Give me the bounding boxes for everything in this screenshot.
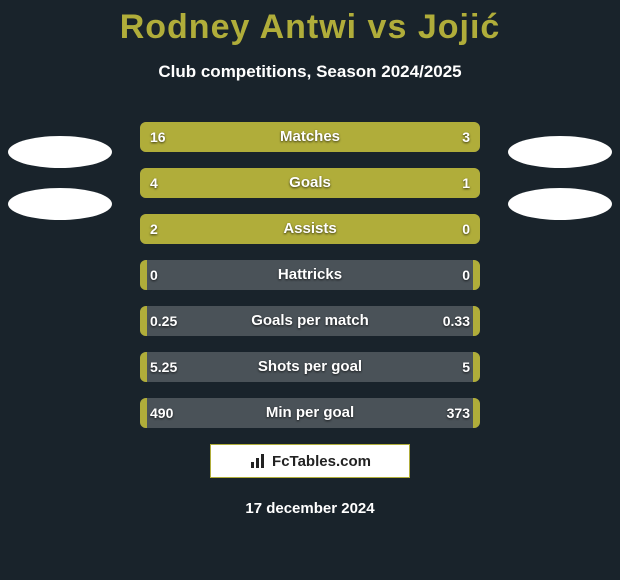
stat-label: Hattricks <box>140 260 480 290</box>
player-avatar <box>8 188 112 220</box>
avatars-left <box>0 120 120 240</box>
avatars-right <box>500 120 620 240</box>
stat-row: 490373Min per goal <box>140 398 480 428</box>
player-avatar <box>508 188 612 220</box>
chart-icon <box>249 452 267 470</box>
stat-row: 163Matches <box>140 122 480 152</box>
stat-row: 5.255Shots per goal <box>140 352 480 382</box>
stat-row: 00Hattricks <box>140 260 480 290</box>
stat-label: Goals <box>140 168 480 198</box>
stat-row: 0.250.33Goals per match <box>140 306 480 336</box>
stat-label: Min per goal <box>140 398 480 428</box>
player-avatar <box>508 136 612 168</box>
player-avatar <box>8 136 112 168</box>
stat-label: Shots per goal <box>140 352 480 382</box>
comparison-infographic: Rodney Antwi vs Jojić Club competitions,… <box>0 0 620 580</box>
source-badge: FcTables.com <box>210 444 410 478</box>
stat-label: Matches <box>140 122 480 152</box>
footer-date: 17 december 2024 <box>0 500 620 517</box>
stat-row: 20Assists <box>140 214 480 244</box>
stat-row: 41Goals <box>140 168 480 198</box>
source-badge-text: FcTables.com <box>272 453 371 470</box>
page-title: Rodney Antwi vs Jojić <box>0 8 620 47</box>
stat-label: Goals per match <box>140 306 480 336</box>
page-subtitle: Club competitions, Season 2024/2025 <box>0 62 620 82</box>
stat-bars: 163Matches 41Goals 20Assists 00Hattricks 0.2… <box>140 122 480 444</box>
stat-label: Assists <box>140 214 480 244</box>
